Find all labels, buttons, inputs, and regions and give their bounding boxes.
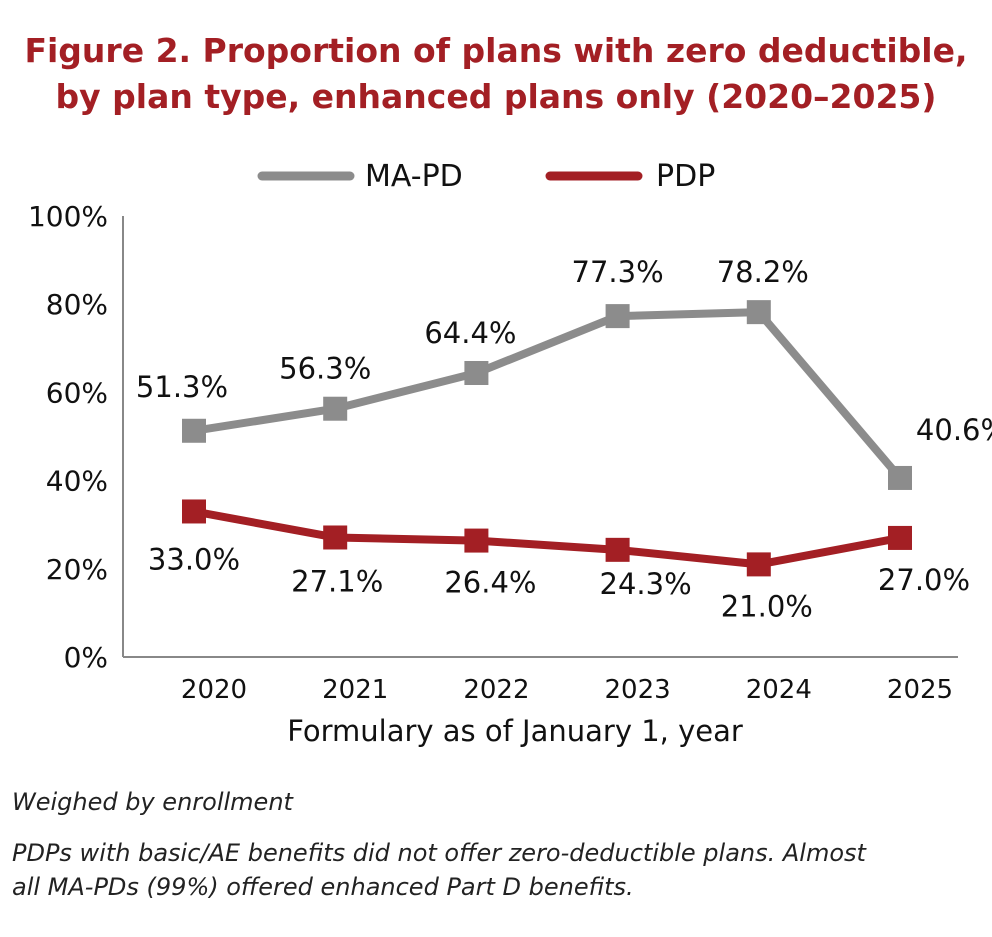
data-point-pdp [323,525,348,550]
data-label-ma-pd: 78.2% [717,255,809,289]
x-tick-label: 2025 [887,675,953,705]
y-tick-label: 80% [46,288,108,321]
x-tick-label: 2020 [181,675,247,705]
data-point-pdp [464,528,489,553]
note-line-1: PDPs with basic/AE benefits did not offe… [12,839,866,867]
legend-label-pdp: PDP [656,159,715,194]
data-label-pdp: 26.4% [444,566,536,600]
data-point-ma-pd [323,396,348,421]
data-point-pdp [182,499,206,524]
line-chart: 0% 20% 40% 60% 80% 100% 2020 2021 2022 2023 2024 20… [28,159,992,748]
data-label-pdp: 21.0% [721,589,813,623]
note-weighting: Weighed by enrollment [12,788,293,816]
y-tick-label: 100% [28,200,108,233]
data-label-pdp: 27.1% [291,564,383,598]
data-point-pdp [888,525,912,550]
data-point-ma-pd [746,300,771,325]
data-label-ma-pd: 51.3% [136,370,228,404]
data-label-ma-pd: 77.3% [572,255,664,289]
title-line-2: by plan type, enhanced plans only (2020–… [55,77,937,116]
data-point-ma-pd [182,418,206,443]
series-line-pdp [193,507,901,569]
chart-title: Figure 2. Proportion of plans with zero … [0,28,992,120]
series-line-ma-pd [193,308,904,481]
data-point-ma-pd [464,360,489,385]
legend-label-ma-pd: MA-PD [365,159,463,194]
y-tick-label: 60% [46,376,108,409]
data-label-ma-pd: 64.4% [424,316,516,350]
data-label-pdp: 33.0% [148,542,240,576]
data-label-pdp: 24.3% [600,567,692,601]
note-line-2: all MA-PDs (99%) offered enhanced Part D… [12,873,634,901]
title-line-1: Figure 2. Proportion of plans with zero … [24,31,968,70]
y-tick-label: 0% [64,641,108,674]
x-tick-label: 2021 [322,675,388,705]
x-tick-label: 2024 [746,675,812,705]
y-tick-label: 20% [46,553,108,586]
data-point-pdp [605,537,630,562]
data-point-ma-pd [605,304,630,329]
data-label-pdp: 27.0% [878,563,970,597]
data-point-ma-pd [888,465,912,490]
data-label-ma-pd: 40.6% [916,413,992,447]
data-label-ma-pd: 56.3% [279,352,371,386]
x-axis-label: Formulary as of January 1, year [287,714,743,748]
x-tick-label: 2022 [463,675,529,705]
y-tick-label: 40% [46,465,108,498]
x-tick-label: 2023 [605,675,671,705]
data-point-pdp [746,552,771,577]
